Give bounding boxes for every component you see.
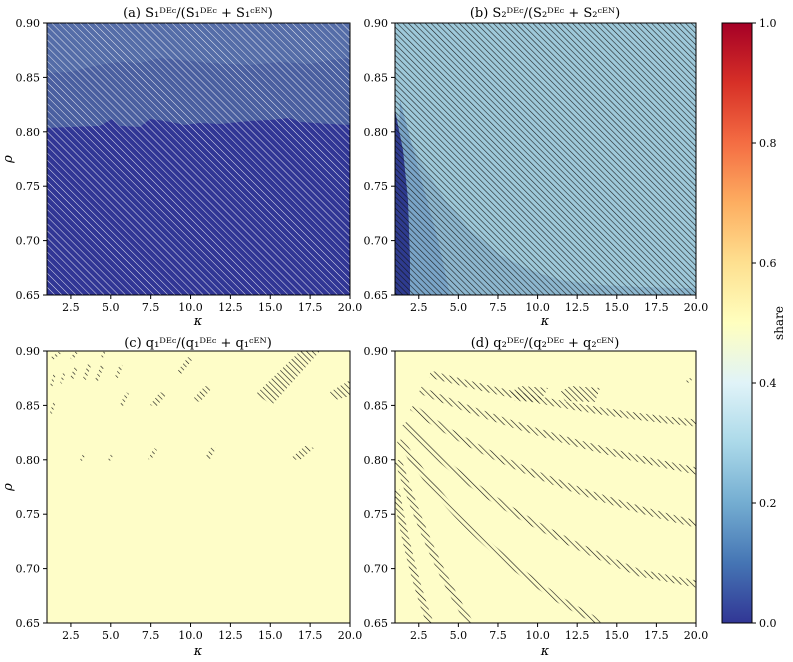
x-tick-label: 12.5 (218, 301, 243, 314)
x-tick-label: 12.5 (565, 301, 590, 314)
x-tick-label: 15.0 (605, 629, 630, 642)
x-tick-label: 17.5 (644, 301, 669, 314)
x-tick-label: 10.0 (525, 301, 550, 314)
x-tick-label: 15.0 (258, 301, 283, 314)
panel-c-background (47, 351, 350, 623)
panel-b-xlabel: κ (540, 314, 550, 329)
x-tick-label: 20.0 (684, 301, 709, 314)
x-tick-label: 15.0 (605, 301, 630, 314)
x-tick-label: 7.5 (489, 301, 507, 314)
y-tick-label: 0.70 (16, 235, 41, 248)
panel-c-title: (c) q₁ᴰᴱᶜ/(q₁ᴰᴱᶜ + q₁ᶜᴱᴺ) (124, 336, 272, 351)
panel-c: 2.5 5.0 7.5 10.0 12.5 15.0 17.5 20.0 0.65 0.70 0.… (1, 336, 362, 659)
x-tick-label: 7.5 (142, 301, 160, 314)
y-tick-label: 0.65 (16, 289, 41, 302)
x-tick-label: 12.5 (218, 629, 243, 642)
x-tick-label: 2.5 (62, 301, 80, 314)
x-tick-label: 5.0 (102, 629, 120, 642)
x-tick-label: 10.0 (178, 629, 203, 642)
panel-b-hatch (395, 23, 696, 295)
panel-a-ylabel: ρ (1, 155, 16, 164)
colorbar-tick-label: 0.8 (759, 137, 777, 150)
y-tick-label: 0.85 (364, 399, 389, 412)
panel-a-heatmap (47, 23, 350, 295)
x-tick-label: 2.5 (62, 629, 80, 642)
y-tick-label: 0.75 (364, 180, 389, 193)
panel-b: 2.5 5.0 7.5 10.0 12.5 15.0 17.5 20.0 0.65 0.70 0.… (364, 6, 709, 329)
panel-b-title: (b) S₂ᴰᴱᶜ/(S₂ᴰᴱᶜ + S₂ᶜᴱᴺ) (470, 6, 620, 21)
panel-a-hatch (47, 23, 350, 295)
x-tick-label: 15.0 (258, 629, 283, 642)
x-tick-label: 2.5 (410, 301, 428, 314)
colorbar-tick-label: 0.0 (759, 617, 777, 630)
y-tick-label: 0.80 (364, 454, 389, 467)
x-tick-label: 10.0 (525, 629, 550, 642)
panel-c-frame (46, 350, 351, 624)
y-tick-label: 0.85 (16, 399, 41, 412)
x-tick-label: 7.5 (489, 629, 507, 642)
panel-b-frame (394, 22, 697, 296)
panel-d-heatmap (395, 351, 696, 623)
colorbar-tick-label: 0.2 (759, 497, 777, 510)
panel-d-frame (394, 350, 697, 624)
y-tick-label: 0.75 (16, 508, 41, 521)
y-tick-label: 0.65 (364, 617, 389, 630)
y-tick-label: 0.80 (16, 454, 41, 467)
y-tick-label: 0.90 (364, 345, 389, 358)
x-tick-label: 5.0 (102, 301, 120, 314)
y-tick-label: 0.70 (364, 563, 389, 576)
y-tick-label: 0.80 (16, 126, 41, 139)
x-tick-label: 20.0 (338, 301, 363, 314)
y-tick-label: 0.70 (16, 563, 41, 576)
panel-c-ylabel: ρ (1, 483, 16, 492)
panel-c-xlabel: κ (193, 644, 203, 659)
y-tick-label: 0.90 (16, 17, 41, 30)
colorbar-gradient (721, 22, 753, 624)
y-tick-label: 0.90 (364, 17, 389, 30)
panel-d-hatched-patches (510, 378, 692, 402)
x-tick-label: 2.5 (410, 629, 428, 642)
x-tick-label: 17.5 (298, 629, 323, 642)
y-tick-label: 0.65 (364, 289, 389, 302)
panel-d-hatched-bands (395, 370, 696, 623)
colorbar-label: share (772, 306, 786, 340)
y-tick-label: 0.75 (16, 180, 41, 193)
panel-a-frame (46, 22, 351, 296)
x-tick-label: 17.5 (298, 301, 323, 314)
x-tick-label: 12.5 (565, 629, 590, 642)
panel-c-heatmap (47, 351, 350, 623)
panel-a-title: (a) S₁ᴰᴱᶜ/(S₁ᴰᴱᶜ + S₁ᶜᴱᴺ) (123, 6, 273, 21)
x-tick-label: 5.0 (450, 629, 468, 642)
colorbar: 0.0 0.2 0.4 0.6 0.8 1.0 share (721, 17, 786, 630)
x-tick-label: 17.5 (644, 629, 669, 642)
y-tick-label: 0.70 (364, 235, 389, 248)
x-tick-label: 20.0 (338, 629, 363, 642)
y-tick-label: 0.65 (16, 617, 41, 630)
x-tick-label: 5.0 (450, 301, 468, 314)
colorbar-tick-label: 0.6 (759, 257, 777, 270)
panel-d-title: (d) q₂ᴰᴱᶜ/(q₂ᴰᴱᶜ + q₂ᶜᴱᴺ) (471, 336, 620, 351)
panel-d: 2.5 5.0 7.5 10.0 12.5 15.0 17.5 20.0 0.65 0.70 0.… (364, 336, 709, 659)
panel-d-xlabel: κ (540, 644, 550, 659)
colorbar-ticks: 0.0 0.2 0.4 0.6 0.8 1.0 (752, 17, 777, 630)
colorbar-tick-label: 0.4 (759, 377, 777, 390)
colorbar-tick-label: 1.0 (759, 17, 777, 30)
x-tick-label: 7.5 (142, 629, 160, 642)
panel-c-hatched-patches (50, 351, 350, 461)
y-tick-label: 0.75 (364, 508, 389, 521)
panel-a: 2.5 5.0 7.5 10.0 12.5 15.0 17.5 20.0 0.65 0.70 0.… (1, 6, 362, 329)
y-tick-label: 0.90 (16, 345, 41, 358)
y-tick-label: 0.80 (364, 126, 389, 139)
x-tick-label: 20.0 (684, 629, 709, 642)
y-tick-label: 0.85 (16, 71, 41, 84)
panel-b-heatmap (395, 23, 696, 295)
panel-a-xlabel: κ (193, 314, 203, 329)
y-tick-label: 0.85 (364, 71, 389, 84)
x-tick-label: 10.0 (178, 301, 203, 314)
